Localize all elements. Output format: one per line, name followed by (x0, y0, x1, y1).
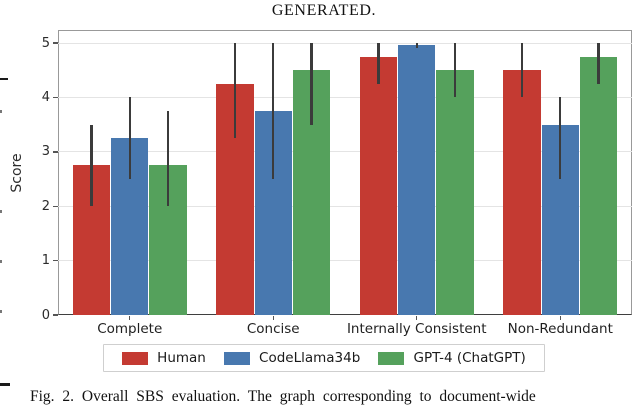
error-bar-codellama34b-complete (128, 97, 131, 180)
y-tick-mark (53, 42, 58, 44)
y-tick-mark (53, 96, 58, 99)
x-tick-mark (129, 316, 131, 320)
bar-gpt-4-chatgpt-internally-consistent (436, 70, 474, 315)
error-bar-gpt-4-chatgpt-non-redundant (597, 43, 600, 84)
chart-legend: Human CodeLlama34b GPT-4 (ChatGPT) (103, 344, 545, 372)
bar-gpt-4-chatgpt-non-redundant (579, 56, 618, 315)
error-bar-codellama34b-internally-consistent (415, 43, 418, 49)
y-tick-label: 3 (41, 144, 50, 160)
error-bar-human-non-redundant (520, 43, 524, 98)
error-bar-gpt-4-chatgpt-internally-consistent (453, 43, 457, 98)
gridline (58, 42, 632, 44)
error-bar-codellama34b-non-redundant (559, 97, 562, 180)
cropped-column-text-artifact (0, 260, 2, 263)
y-tick-label: 0 (41, 307, 50, 323)
cropped-column-text-artifact (0, 78, 8, 80)
legend-item-codellama34b: CodeLlama34b (224, 350, 360, 366)
cropped-column-text-artifact (0, 210, 2, 213)
legend-label: GPT-4 (ChatGPT) (413, 350, 526, 366)
legend-swatch-icon (224, 351, 251, 365)
y-tick-mark (53, 151, 58, 153)
bar-human-internally-consistent (359, 56, 398, 315)
error-bar-human-concise (233, 43, 237, 139)
error-bar-gpt-4-chatgpt-concise (310, 43, 313, 125)
error-bar-codellama34b-concise (272, 43, 275, 180)
y-tick-mark (53, 259, 58, 262)
y-tick-label: 4 (41, 89, 50, 105)
gridline (58, 205, 632, 207)
x-category-label: Concise (246, 321, 300, 337)
error-bar-human-internally-consistent (377, 43, 380, 84)
table-caption-fragment: GENERATED. (271, 2, 377, 19)
x-tick-mark (272, 316, 274, 320)
gridline (58, 260, 632, 262)
x-category-label: Internally Consistent (346, 321, 487, 337)
legend-swatch-icon (378, 351, 405, 365)
cropped-column-text-artifact (0, 310, 2, 313)
bar-human-non-redundant (503, 70, 541, 315)
y-tick-label: 2 (41, 198, 50, 214)
legend-item-human: Human (122, 350, 206, 366)
bar-codellama34b-internally-consistent (398, 44, 436, 315)
x-category-label: Non-Redundant (507, 321, 613, 337)
gridline (58, 151, 632, 153)
y-tick-label: 1 (41, 253, 50, 269)
error-bar-gpt-4-chatgpt-complete (166, 111, 170, 207)
y-axis-label: Score (9, 153, 25, 193)
figure-caption: Fig. 2. Overall SBS evaluation. The grap… (30, 388, 536, 405)
y-tick-label: 5 (41, 35, 50, 51)
legend-item-gpt-4-chatgpt: GPT-4 (ChatGPT) (378, 350, 526, 366)
y-tick-mark (53, 314, 58, 316)
y-tick-mark (53, 205, 58, 207)
cropped-column-text-artifact (0, 110, 2, 113)
error-bar-human-complete (90, 124, 93, 207)
x-tick-mark (416, 316, 418, 320)
legend-label: Human (157, 350, 206, 366)
cropped-column-text-artifact (0, 383, 10, 386)
legend-swatch-icon (122, 351, 149, 365)
legend-label: CodeLlama34b (259, 350, 361, 366)
x-category-label: Complete (97, 321, 163, 337)
gridline (58, 96, 632, 98)
x-tick-mark (559, 316, 561, 320)
